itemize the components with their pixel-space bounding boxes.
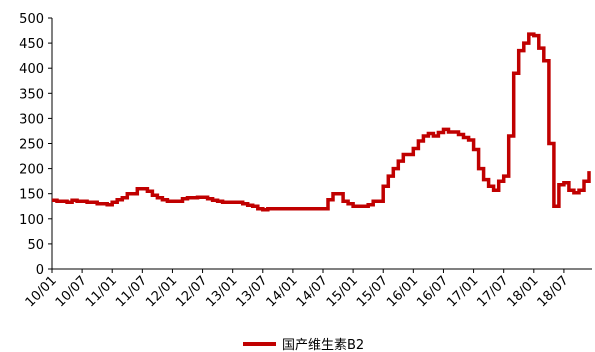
x-tick-label: 17/07 — [474, 273, 511, 310]
legend: 国产维生素B2 — [243, 338, 364, 352]
y-tick-label: 50 — [27, 238, 44, 253]
x-tick-label: 18/01 — [505, 273, 542, 310]
x-tick-label: 17/01 — [444, 273, 481, 310]
x-tick-label: 12/01 — [143, 273, 180, 310]
y-tick-label: 300 — [19, 112, 44, 127]
series-line-0 — [52, 32, 591, 212]
series-group — [52, 32, 591, 212]
x-tick-label: 10/01 — [23, 273, 60, 310]
y-tick-label: 500 — [19, 12, 44, 27]
x-axis: 10/0110/0711/0111/0712/0112/0713/0113/07… — [23, 268, 592, 310]
x-tick-label: 13/01 — [203, 273, 240, 310]
x-tick-label: 16/07 — [414, 273, 451, 310]
x-tick-label: 14/07 — [294, 273, 331, 310]
y-tick-label: 350 — [19, 87, 44, 102]
x-tick-label: 11/07 — [113, 273, 150, 310]
y-tick-label: 150 — [19, 188, 44, 203]
x-tick-label: 11/01 — [83, 273, 120, 310]
x-tick-label: 10/07 — [53, 273, 90, 310]
y-tick-label: 100 — [19, 213, 44, 228]
x-tick-label: 16/01 — [384, 273, 421, 310]
x-tick-label: 13/07 — [234, 273, 271, 310]
y-tick-label: 0 — [36, 263, 44, 278]
legend-entry-label: 国产维生素B2 — [282, 338, 364, 352]
y-axis: 0 50 100 150 200 250 300 350 400 450 500 — [19, 12, 53, 278]
x-tick-label: 12/07 — [173, 273, 210, 310]
y-tick-label: 400 — [19, 62, 44, 77]
x-tick-label: 15/07 — [354, 273, 391, 310]
y-tick-label: 200 — [19, 163, 44, 178]
x-tick-label: 15/01 — [324, 273, 361, 310]
y-tick-label: 450 — [19, 37, 44, 52]
x-tick-label: 18/07 — [535, 273, 572, 310]
x-tick-label: 14/01 — [264, 273, 301, 310]
y-tick-label: 250 — [19, 138, 44, 153]
